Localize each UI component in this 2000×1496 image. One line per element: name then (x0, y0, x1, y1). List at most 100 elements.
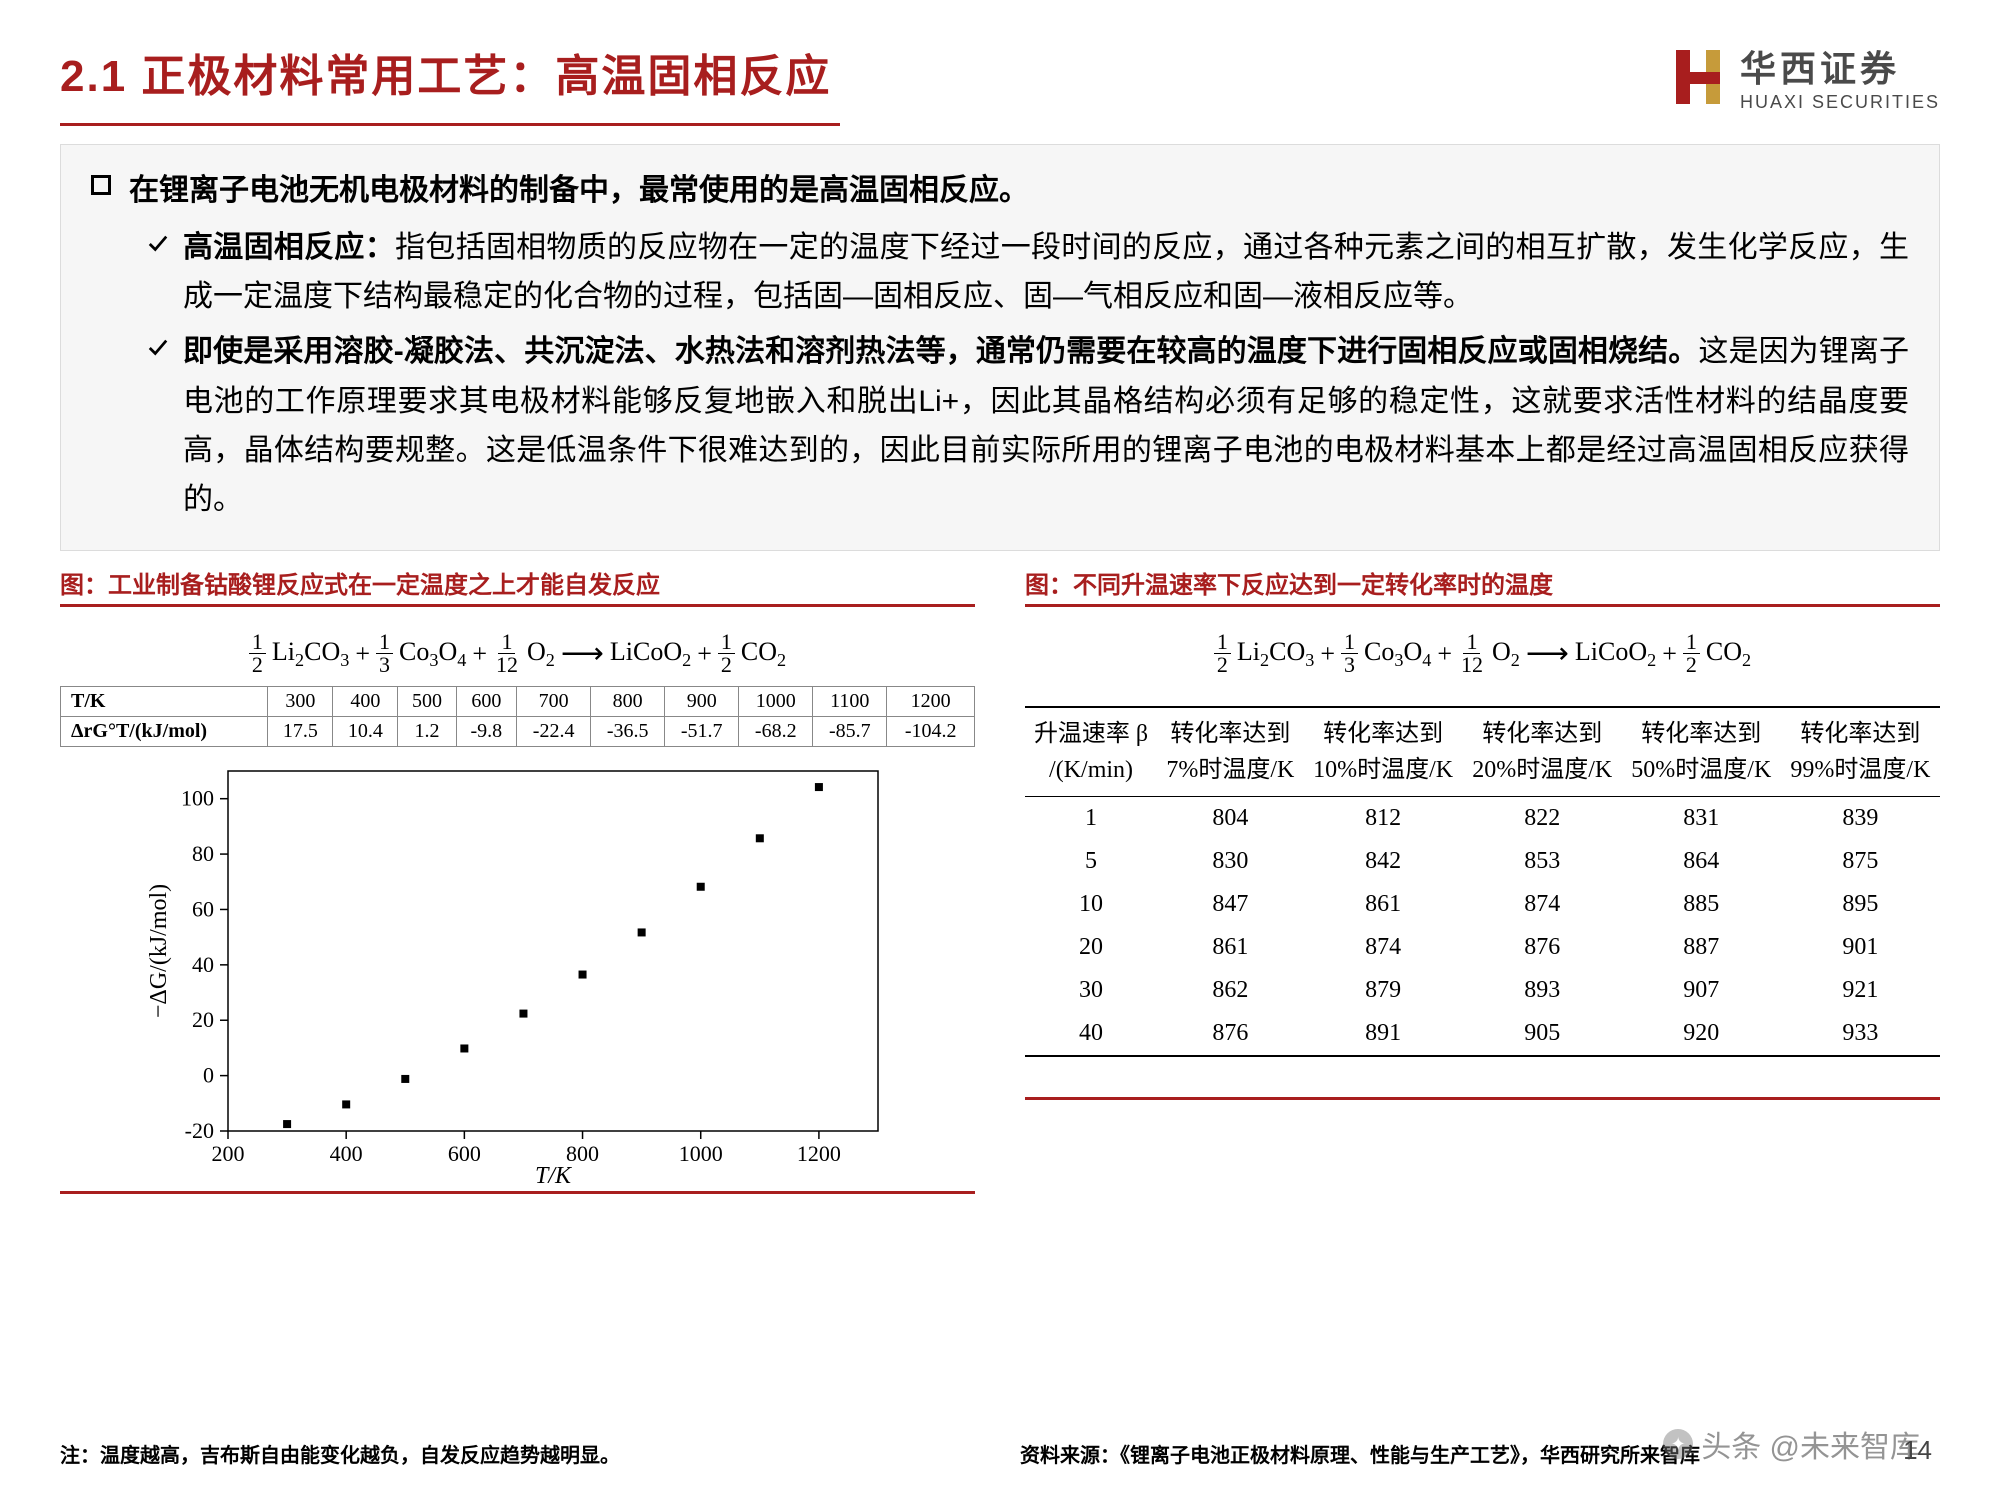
svg-text:1200: 1200 (796, 1141, 840, 1166)
table-row: 1804812822831839 (1025, 797, 1940, 841)
table-header: 转化率达到99%时温度/K (1781, 707, 1940, 797)
sub1-bold: 高温固相反应： (183, 231, 395, 264)
cell: ΔrG°T/(kJ/mol) (61, 717, 268, 747)
svg-text:0: 0 (203, 1063, 214, 1088)
svg-text:60: 60 (192, 897, 214, 922)
main-bullet: 在锂离子电池无机电极材料的制备中，最常使用的是高温固相反应。 (91, 167, 1909, 215)
table-row: 5830842853864875 (1025, 840, 1940, 883)
cell: 862 (1157, 969, 1304, 1012)
fig-right-underline (1025, 604, 1940, 607)
watermark: ✦ 头条 @未来智库 (1663, 1422, 1920, 1466)
cell: 847 (1157, 883, 1304, 926)
figure-left: 图：工业制备钴酸锂反应式在一定温度之上才能自发反应 12 Li2CO3 + 13… (60, 565, 975, 1202)
scatter-chart: 20040060080010001200-20020406080100T/K−Δ… (138, 751, 898, 1191)
svg-text:200: 200 (211, 1141, 244, 1166)
logo-text: 华西证券 HUAXI SECURITIES (1740, 40, 1940, 113)
cell: 853 (1463, 840, 1622, 883)
svg-text:80: 80 (192, 841, 214, 866)
table-row: 10847861874885895 (1025, 883, 1940, 926)
cell: 905 (1463, 1012, 1622, 1056)
cell: 901 (1781, 926, 1940, 969)
page-title: 2.1 正极材料常用工艺：高温固相反应 (60, 40, 831, 104)
cell: 887 (1622, 926, 1781, 969)
cell: 933 (1781, 1012, 1940, 1056)
cell: 895 (1781, 883, 1940, 926)
table-row: 40876891905920933 (1025, 1012, 1940, 1056)
cell: 876 (1157, 1012, 1304, 1056)
table-right: 升温速率 β/(K/min)转化率达到7%时温度/K转化率达到10%时温度/K转… (1025, 706, 1940, 1057)
equation-right: 12 Li2CO3 + 13 Co3O4 + 112 O2 ⟶ LiCoO2 +… (1025, 615, 1940, 686)
check-icon (147, 233, 169, 321)
watermark-text: 头条 @未来智库 (1701, 1422, 1920, 1466)
sub1-text: 高温固相反应：指包括固相物质的反应物在一定的温度下经过一段时间的反应，通过各种元… (183, 223, 1909, 321)
cell: 830 (1157, 840, 1304, 883)
sub-item-2: 即使是采用溶胶-凝胶法、共沉淀法、水热法和溶剂热法等，通常仍需要在较高的温度下进… (147, 327, 1909, 524)
sub2-text: 即使是采用溶胶-凝胶法、共沉淀法、水热法和溶剂热法等，通常仍需要在较高的温度下进… (183, 327, 1909, 524)
svg-text:400: 400 (329, 1141, 362, 1166)
figure-right: 图：不同升温速率下反应达到一定转化率时的温度 12 Li2CO3 + 13 Co… (1025, 565, 1940, 1202)
cell: 874 (1463, 883, 1622, 926)
svg-text:−ΔG/(kJ/mol): −ΔG/(kJ/mol) (146, 884, 172, 1018)
svg-text:-20: -20 (184, 1118, 213, 1143)
sub1-rest: 指包括固相物质的反应物在一定的温度下经过一段时间的反应，通过各种元素之间的相互扩… (183, 231, 1909, 313)
cell: 921 (1781, 969, 1940, 1012)
cell: 864 (1622, 840, 1781, 883)
table-left: T/K 300 400 500 600 700 800 900 1000 110… (60, 686, 975, 747)
cell: 876 (1463, 926, 1622, 969)
logo-icon (1670, 46, 1726, 108)
cell: 1 (1025, 797, 1157, 841)
cell: 20 (1025, 926, 1157, 969)
svg-text:20: 20 (192, 1007, 214, 1032)
table-row: 20861874876887901 (1025, 926, 1940, 969)
cell: 40 (1025, 1012, 1157, 1056)
cell: 907 (1622, 969, 1781, 1012)
logo: 华西证券 HUAXI SECURITIES (1670, 40, 1940, 113)
cell: 812 (1304, 797, 1463, 841)
cell: 10 (1025, 883, 1157, 926)
title-underline (60, 123, 1940, 126)
table-row: 升温速率 β/(K/min)转化率达到7%时温度/K转化率达到10%时温度/K转… (1025, 707, 1940, 797)
cell: 5 (1025, 840, 1157, 883)
cell: 875 (1781, 840, 1940, 883)
cell: T/K (61, 687, 268, 717)
fig-right-bottomline (1025, 1097, 1940, 1100)
cell: 842 (1304, 840, 1463, 883)
header: 2.1 正极材料常用工艺：高温固相反应 华西证券 HUAXI SECURITIE… (0, 0, 2000, 123)
content-box: 在锂离子电池无机电极材料的制备中，最常使用的是高温固相反应。 高温固相反应：指包… (60, 144, 1940, 551)
cell: 879 (1304, 969, 1463, 1012)
equation-left: 12 Li2CO3 + 13 Co3O4 + 112 O2 ⟶ LiCoO2 +… (60, 615, 975, 686)
main-bullet-text: 在锂离子电池无机电极材料的制备中，最常使用的是高温固相反应。 (129, 167, 1029, 215)
watermark-icon: ✦ (1663, 1429, 1693, 1459)
cell: 861 (1304, 883, 1463, 926)
sub-item-1: 高温固相反应：指包括固相物质的反应物在一定的温度下经过一段时间的反应，通过各种元… (147, 223, 1909, 321)
cell: 891 (1304, 1012, 1463, 1056)
cell: 839 (1781, 797, 1940, 841)
footnote-left: 注：温度越高，吉布斯自由能变化越负，自发反应趋势越明显。 (60, 1439, 620, 1468)
table-header: 升温速率 β/(K/min) (1025, 707, 1157, 797)
table-header: 转化率达到7%时温度/K (1157, 707, 1304, 797)
svg-text:T/K: T/K (534, 1163, 572, 1189)
sub2-bold: 即使是采用溶胶-凝胶法、共沉淀法、水热法和溶剂热法等，通常仍需要在较高的温度下进… (183, 335, 1698, 368)
fig-left-underline (60, 604, 975, 607)
cell: 893 (1463, 969, 1622, 1012)
fig-left-title: 图：工业制备钴酸锂反应式在一定温度之上才能自发反应 (60, 565, 975, 600)
svg-text:40: 40 (192, 952, 214, 977)
cell: 920 (1622, 1012, 1781, 1056)
fig-left-bottomline (60, 1191, 975, 1194)
sub-list: 高温固相反应：指包括固相物质的反应物在一定的温度下经过一段时间的反应，通过各种元… (147, 223, 1909, 524)
table-row: 30862879893907921 (1025, 969, 1940, 1012)
svg-text:1000: 1000 (678, 1141, 722, 1166)
page-number: 14 (1903, 1435, 1932, 1466)
cell: 861 (1157, 926, 1304, 969)
cell: 885 (1622, 883, 1781, 926)
table-header: 转化率达到20%时温度/K (1463, 707, 1622, 797)
cell: 822 (1463, 797, 1622, 841)
check-icon (147, 337, 169, 524)
cell: 831 (1622, 797, 1781, 841)
cell: 874 (1304, 926, 1463, 969)
chart-wrap: 20040060080010001200-20020406080100T/K−Δ… (60, 751, 975, 1191)
square-icon (91, 175, 111, 195)
table-row: T/K 300 400 500 600 700 800 900 1000 110… (61, 687, 975, 717)
table-row: ΔrG°T/(kJ/mol) 17.5 10.4 1.2 -9.8 -22.4 … (61, 717, 975, 747)
figures-row: 图：工业制备钴酸锂反应式在一定温度之上才能自发反应 12 Li2CO3 + 13… (60, 565, 1940, 1202)
